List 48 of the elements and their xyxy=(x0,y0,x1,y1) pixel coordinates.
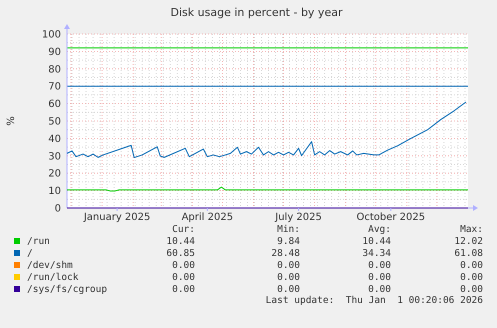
text: 10.44 xyxy=(166,236,196,247)
x-tick-label: July 2025 xyxy=(274,212,322,223)
text: 0.00 xyxy=(368,284,392,295)
y-tick-label: 50 xyxy=(48,116,61,128)
x-tick-label: October 2025 xyxy=(356,212,426,223)
y-tick-label: 40 xyxy=(48,134,61,145)
line-series xyxy=(66,102,466,158)
text: 0.00 xyxy=(460,260,484,271)
y-tick-label: 30 xyxy=(48,151,61,162)
y-tick-label: 100 xyxy=(42,30,61,40)
legend-label: /sys/fs/cgroup xyxy=(27,284,108,295)
y-tick-label: 10 xyxy=(48,186,61,198)
text: 28.48 xyxy=(271,248,300,259)
text: 0.00 xyxy=(368,272,392,283)
text: 34.34 xyxy=(362,248,392,259)
x-tick-label: January 2025 xyxy=(82,212,150,223)
text: 0.00 xyxy=(172,272,196,283)
text: Cur: xyxy=(172,224,195,235)
y-axis-title: % xyxy=(6,116,17,126)
text: 9.84 xyxy=(277,236,300,247)
text: 0.00 xyxy=(277,260,300,271)
legend-label: /run xyxy=(27,236,50,247)
legend-label: /dev/shm xyxy=(27,260,74,271)
text: 0.00 xyxy=(368,260,392,271)
text: 0.00 xyxy=(277,272,300,283)
text: Min: xyxy=(277,224,300,235)
text: 61.08 xyxy=(454,248,484,259)
text: 0.00 xyxy=(172,260,196,271)
text: Max: xyxy=(460,224,483,235)
text: 0.00 xyxy=(277,284,300,295)
y-tick-label: 70 xyxy=(48,82,61,93)
y-tick-label: 90 xyxy=(48,46,61,58)
text: 0.00 xyxy=(172,284,196,295)
chart-title: Disk usage in percent - by year xyxy=(170,6,343,19)
text: 0.00 xyxy=(460,272,484,283)
y-tick-label: 60 xyxy=(48,99,61,110)
legend-label: / xyxy=(27,248,33,259)
y-tick-label: 20 xyxy=(48,168,61,180)
text: 10.44 xyxy=(362,236,392,247)
y-tick-label: 0 xyxy=(54,204,61,214)
text: Avg: xyxy=(368,224,391,235)
text: 12.02 xyxy=(454,236,483,247)
text: 0.00 xyxy=(460,284,484,295)
x-tick-label: April 2025 xyxy=(182,212,234,223)
legend-label: /run/lock xyxy=(27,272,79,283)
y-tick-label: 80 xyxy=(48,64,61,76)
text: Last update: Thu Jan 1 00:20:06 2026 xyxy=(266,295,484,306)
text: 60.85 xyxy=(166,248,195,259)
